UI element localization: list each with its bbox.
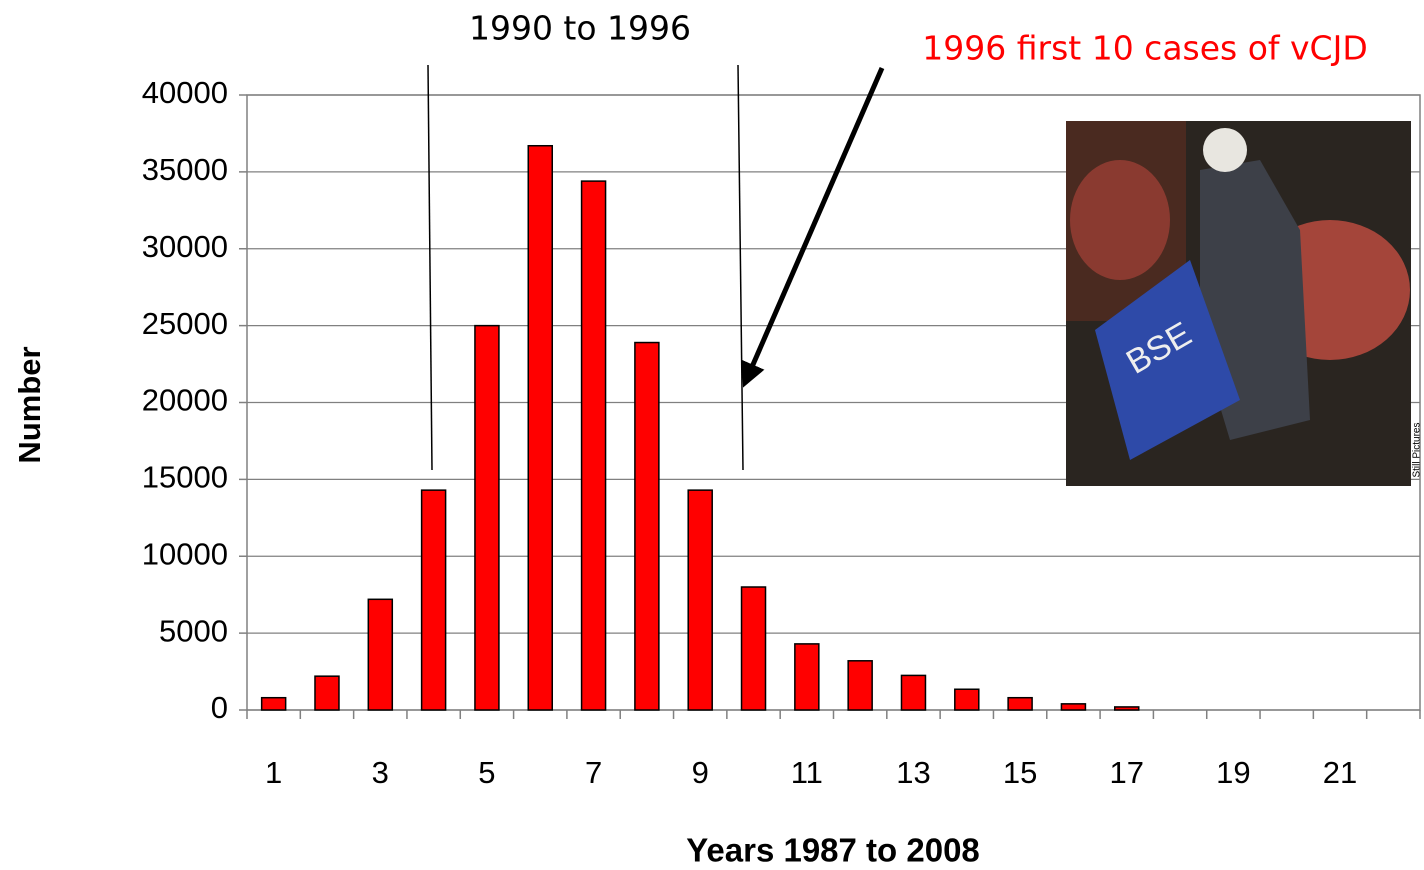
y-tick-label: 15000 — [142, 460, 228, 495]
y-axis-title: Number — [12, 346, 47, 463]
bar — [475, 326, 499, 710]
bar — [901, 675, 925, 710]
chart: 1990 to 1996 1996 first 10 cases of vCJD… — [0, 0, 1424, 870]
bar — [1115, 707, 1139, 710]
bar — [742, 587, 766, 710]
bar — [262, 698, 286, 710]
y-tick-label: 25000 — [142, 306, 228, 341]
bar — [795, 644, 819, 710]
x-tick-label: 9 — [692, 755, 709, 790]
x-axis-title: Years 1987 to 2008 — [686, 832, 980, 869]
bar — [955, 689, 979, 710]
bar — [422, 490, 446, 710]
bar — [582, 181, 606, 710]
y-tick-label: 0 — [211, 690, 228, 725]
x-tick-label: 19 — [1216, 755, 1250, 790]
y-tick-label: 35000 — [142, 152, 228, 187]
x-tick-label: 15 — [1003, 755, 1037, 790]
bar — [635, 343, 659, 710]
annotation-line — [428, 65, 432, 470]
x-tick-label: 21 — [1323, 755, 1357, 790]
x-tick-label: 17 — [1110, 755, 1144, 790]
annotation-arrow — [745, 68, 882, 383]
bars — [262, 146, 1139, 710]
x-tick-label: 3 — [372, 755, 389, 790]
bar — [368, 599, 392, 710]
bar — [848, 661, 872, 710]
x-tick-label: 1 — [265, 755, 282, 790]
y-tick-label: 10000 — [142, 536, 228, 571]
bar — [688, 490, 712, 710]
annotation: 1996 first 10 cases of vCJD — [922, 29, 1367, 68]
annotation-line — [738, 65, 743, 470]
bar — [1008, 698, 1032, 710]
annotation: 1990 to 1996 — [469, 9, 691, 48]
x-tick-label: 5 — [478, 755, 495, 790]
y-tick-label: 5000 — [159, 613, 228, 648]
bar — [528, 146, 552, 710]
bar — [315, 676, 339, 710]
y-tick-label: 30000 — [142, 229, 228, 264]
x-tick-label: 11 — [791, 755, 823, 790]
page: 1990 to 1996 1996 first 10 cases of vCJD… — [0, 0, 1424, 870]
y-tick-label: 20000 — [142, 383, 228, 418]
y-tick-label: 40000 — [142, 75, 228, 110]
image-credit: Still Pictures — [1412, 422, 1423, 477]
x-tick-label: 7 — [585, 755, 602, 790]
x-tick-label: 13 — [896, 755, 930, 790]
photo: BSE — [1066, 121, 1411, 486]
bar — [1061, 704, 1085, 710]
